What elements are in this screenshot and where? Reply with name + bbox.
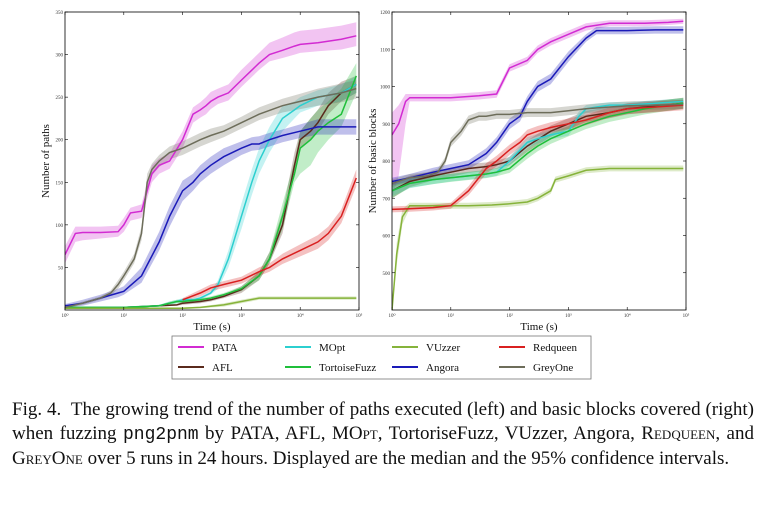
x-tick-label: 10⁵ — [356, 313, 363, 319]
caption-text: O — [51, 448, 66, 469]
caption-text: , TortoriseFuzz, VUzzer, Angora, R — [377, 423, 654, 444]
x-tick-label: 10¹ — [121, 313, 128, 319]
plot-area — [392, 18, 684, 310]
y-tick-label: 1200 — [380, 11, 391, 16]
ci-band-mopt — [65, 75, 357, 309]
y-tick-label: 500 — [383, 272, 391, 277]
series-line-vuzzer — [392, 167, 684, 310]
x-tick-label: 10⁰ — [388, 313, 395, 319]
plot-frame — [64, 11, 360, 311]
series-line-redqueen — [182, 177, 357, 301]
y-tick-label: 1100 — [380, 48, 390, 53]
series-line-angora — [392, 29, 684, 183]
x-tick-label: 10² — [179, 313, 186, 319]
series-line-greyone — [392, 103, 684, 185]
y-tick-label: 800 — [383, 160, 391, 165]
y-axis-label: Number of basic blocks — [367, 109, 379, 214]
legend-label-tortoisefuzz: TortoiseFuzz — [319, 362, 376, 374]
x-tick-label: 10¹ — [448, 313, 455, 319]
x-tick-label: 10⁴ — [624, 313, 631, 319]
y-tick-label: 600 — [383, 235, 391, 240]
x-axis-label: Time (s) — [520, 321, 558, 333]
caption-smallcaps: Opt — [348, 423, 378, 444]
y-tick-label: 150 — [56, 181, 64, 186]
ci-band-redqueen — [392, 99, 684, 213]
series-line-redqueen — [392, 104, 684, 211]
ci-band-greyone — [392, 99, 684, 188]
y-tick-label: 250 — [56, 96, 64, 101]
figure-caption: Fig. 4. The growing trend of the number … — [12, 398, 754, 471]
ci-band-redqueen — [182, 169, 357, 302]
caption-smallcaps: ne — [65, 448, 83, 469]
legend-label-vuzzer: VUzzer — [426, 342, 461, 354]
x-tick-label: 10² — [506, 313, 513, 319]
basic-blocks-plot: 10⁰ 10¹ 10² 10³ 10⁴ 10⁵ 500 600 700 800 900 1000 110… — [367, 11, 690, 333]
ci-band-afl — [65, 75, 357, 309]
legend-label-afl: AFL — [212, 362, 233, 374]
ci-band-vuzzer — [65, 296, 357, 310]
legend-label-pata: PATA — [212, 342, 238, 354]
ci-band-greyone — [65, 80, 357, 309]
caption-code: png2pnm — [123, 425, 199, 445]
ci-band-afl — [392, 97, 684, 199]
legend-label-angora: Angora — [426, 362, 459, 374]
plot-frame — [391, 11, 687, 311]
paths-plot: 10⁰ 10¹ 10² 10³ 10⁴ 10⁵ 50 100 150 200 250 300 350 Ti… — [40, 11, 363, 333]
y-tick-label: 700 — [383, 197, 391, 202]
caption-smallcaps: edqueen — [653, 423, 716, 444]
y-tick-label: 50 — [58, 266, 64, 271]
series-line-tortoisefuzz — [392, 102, 684, 192]
caption-text: over 5 runs in 24 hours. Displayed are t… — [82, 448, 730, 469]
legend-label-mopt: MOpt — [319, 342, 345, 354]
x-tick-label: 10³ — [238, 313, 245, 319]
ci-band-tortoisefuzz — [392, 97, 684, 199]
series-line-greyone — [65, 87, 357, 309]
series-line-angora — [65, 126, 357, 307]
ci-band-vuzzer — [392, 165, 684, 310]
caption-text: by PATA, AFL, M — [198, 423, 349, 444]
y-tick-label: 900 — [383, 123, 391, 128]
caption-smallcaps: rey — [25, 448, 52, 469]
y-axis-label: Number of paths — [40, 124, 52, 198]
ci-band-pata — [65, 22, 357, 264]
x-tick-label: 10⁴ — [297, 313, 304, 319]
y-tick-label: 100 — [56, 224, 64, 229]
series-line-vuzzer — [65, 297, 357, 310]
ci-band-angora — [65, 119, 357, 308]
y-tick-label: 300 — [56, 54, 64, 59]
x-axis-label: Time (s) — [193, 321, 231, 333]
legend-box — [171, 335, 592, 380]
y-tick-label: 350 — [56, 11, 64, 16]
caption-text: The growing trend of the number of paths… — [12, 399, 754, 444]
legend-label-redqueen: Redqueen — [533, 342, 577, 354]
series-line-pata — [65, 35, 357, 256]
plot-area — [65, 22, 357, 310]
caption-text: , and G — [12, 423, 754, 469]
caption-label: Fig. 4. — [12, 399, 62, 420]
x-tick-label: 10³ — [565, 313, 572, 319]
x-tick-label: 10⁵ — [683, 313, 690, 319]
legend-label-greyone: GreyOne — [533, 362, 573, 374]
legend: PATA MOpt VUzzer Redqueen AFL TortoiseFuzz Ang… — [171, 335, 592, 380]
series-line-tortoisefuzz — [65, 75, 357, 309]
series-line-pata — [392, 20, 684, 136]
x-tick-label: 10⁰ — [61, 313, 68, 319]
figure: 10⁰ 10¹ 10² 10³ 10⁴ 10⁵ 50 100 150 200 250 300 350 Ti… — [40, 11, 690, 380]
y-tick-label: 200 — [56, 139, 64, 144]
y-tick-label: 1000 — [380, 86, 391, 91]
